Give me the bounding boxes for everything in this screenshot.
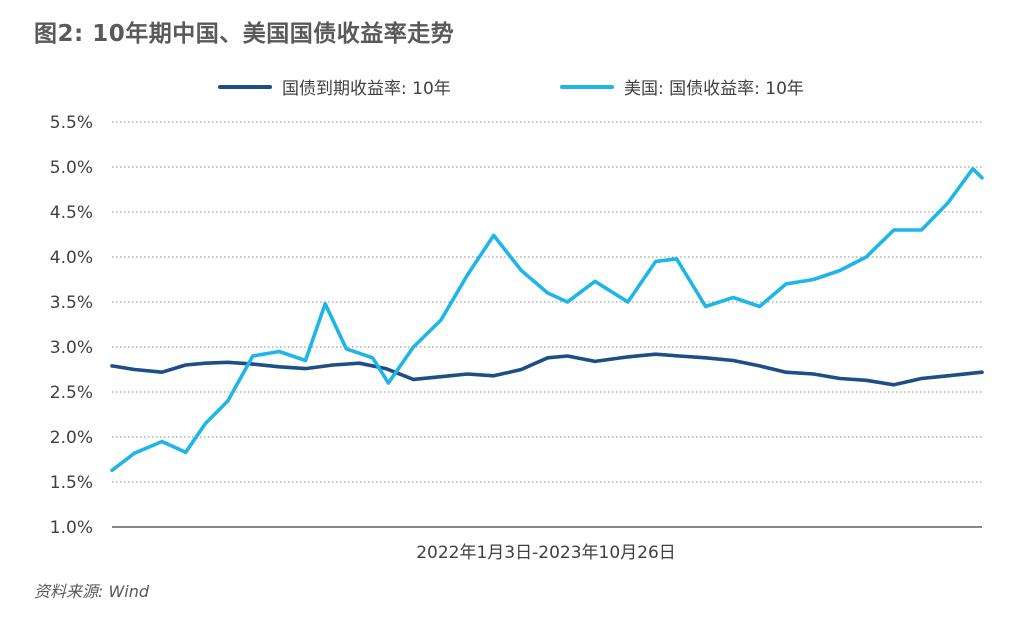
legend-item-us: 美国: 国债收益率: 10年: [560, 74, 804, 99]
series-line-us-10y: [110, 167, 984, 473]
y-tick-label: 4.0%: [50, 248, 93, 268]
y-tick-label: 4.5%: [50, 203, 93, 223]
legend-label-us: 美国: 国债收益率: 10年: [624, 79, 804, 99]
legend-label-china: 国债到期收益率: 10年: [282, 79, 451, 99]
source-note: 资料来源: Wind: [34, 582, 150, 601]
y-tick-label: 3.5%: [50, 293, 93, 313]
y-tick-label: 1.0%: [50, 518, 93, 538]
y-tick-label: 2.5%: [50, 383, 93, 403]
x-axis-label: 2022年1月3日-2023年10月26日: [416, 543, 676, 563]
legend-swatch-us: [560, 84, 614, 89]
legend-item-china: 国债到期收益率: 10年: [218, 74, 451, 99]
y-tick-label: 3.0%: [50, 338, 93, 358]
y-tick-label: 1.5%: [50, 473, 93, 493]
chart-legend: 国债到期收益率: 10年 美国: 国债收益率: 10年: [0, 74, 1014, 100]
series-lines: [110, 167, 984, 473]
legend-swatch-china: [218, 84, 272, 89]
y-tick-label: 2.0%: [50, 428, 93, 448]
y-axis-ticks: 5.5% 5.0% 4.5% 4.0% 3.5% 3.0% 2.5% 2.0% 1.5% 1.0%: [50, 113, 93, 538]
chart-grid: [112, 121, 982, 528]
y-tick-label: 5.0%: [50, 158, 93, 178]
series-line-china-10y: [110, 352, 984, 387]
y-tick-label: 5.5%: [50, 113, 93, 133]
chart-title: 图2: 10年期中国、美国国债收益率走势: [34, 21, 455, 47]
